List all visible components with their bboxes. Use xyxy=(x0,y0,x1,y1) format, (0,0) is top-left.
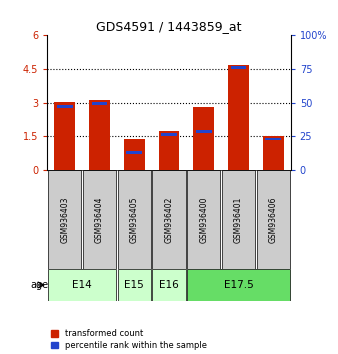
Bar xyxy=(57,105,73,108)
Text: GSM936401: GSM936401 xyxy=(234,196,243,243)
Bar xyxy=(89,101,110,170)
Bar xyxy=(48,170,81,269)
Bar xyxy=(231,66,246,69)
Bar xyxy=(118,170,151,269)
Text: GSM936403: GSM936403 xyxy=(60,196,69,243)
Bar xyxy=(187,269,290,301)
Text: GSM936404: GSM936404 xyxy=(95,196,104,243)
Bar xyxy=(159,131,179,170)
Text: GSM936402: GSM936402 xyxy=(165,196,173,243)
Bar xyxy=(152,269,186,301)
Text: GSM936405: GSM936405 xyxy=(130,196,139,243)
Text: age: age xyxy=(30,280,48,290)
Bar xyxy=(265,137,281,141)
Bar xyxy=(124,138,145,170)
Bar xyxy=(263,136,284,170)
Bar xyxy=(92,102,107,104)
Text: E16: E16 xyxy=(159,280,179,290)
Bar xyxy=(222,170,255,269)
Bar xyxy=(193,107,214,170)
Title: GDS4591 / 1443859_at: GDS4591 / 1443859_at xyxy=(96,20,242,33)
Bar xyxy=(152,170,186,269)
Bar xyxy=(48,269,116,301)
Bar xyxy=(196,130,212,133)
Bar xyxy=(83,170,116,269)
Text: E17.5: E17.5 xyxy=(224,280,254,290)
Bar xyxy=(187,170,220,269)
Text: E14: E14 xyxy=(72,280,92,290)
Text: GSM936406: GSM936406 xyxy=(269,196,278,243)
Bar xyxy=(118,269,151,301)
Text: E15: E15 xyxy=(124,280,144,290)
Bar xyxy=(257,170,290,269)
Legend: transformed count, percentile rank within the sample: transformed count, percentile rank withi… xyxy=(51,329,207,350)
Bar xyxy=(54,102,75,170)
Text: GSM936400: GSM936400 xyxy=(199,196,208,243)
Bar xyxy=(161,133,177,136)
Bar xyxy=(126,151,142,154)
Bar xyxy=(228,64,249,170)
